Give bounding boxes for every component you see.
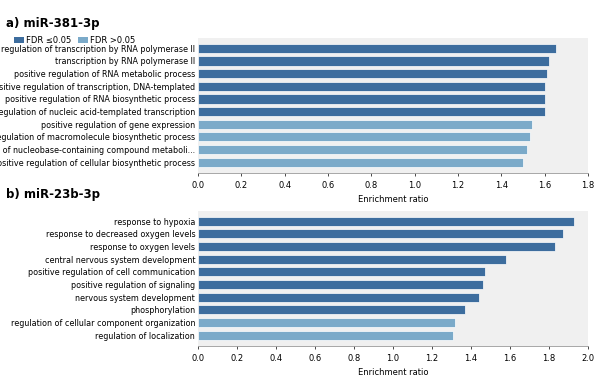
Bar <box>198 132 530 141</box>
Bar <box>198 217 574 226</box>
Bar <box>198 229 563 238</box>
Bar <box>198 107 545 116</box>
X-axis label: Enrichment ratio: Enrichment ratio <box>358 368 428 376</box>
Bar <box>198 267 485 276</box>
Legend: FDR ≤0.05, FDR >0.05: FDR ≤0.05, FDR >0.05 <box>10 32 139 48</box>
Bar <box>198 158 523 167</box>
Bar <box>198 331 454 340</box>
Bar <box>198 56 549 65</box>
Bar <box>198 145 527 154</box>
Bar <box>198 120 532 129</box>
Bar <box>198 242 555 251</box>
Bar <box>198 82 545 91</box>
Bar <box>198 69 547 78</box>
Bar <box>198 293 479 302</box>
Bar <box>198 318 455 327</box>
Bar <box>198 280 482 289</box>
Bar <box>198 305 465 314</box>
X-axis label: Enrichment ratio: Enrichment ratio <box>358 195 428 204</box>
Bar <box>198 94 545 103</box>
Text: b) miR-23b-3p: b) miR-23b-3p <box>6 188 100 201</box>
Text: a) miR-381-3p: a) miR-381-3p <box>6 17 100 30</box>
Bar <box>198 255 506 264</box>
Bar <box>198 44 556 53</box>
